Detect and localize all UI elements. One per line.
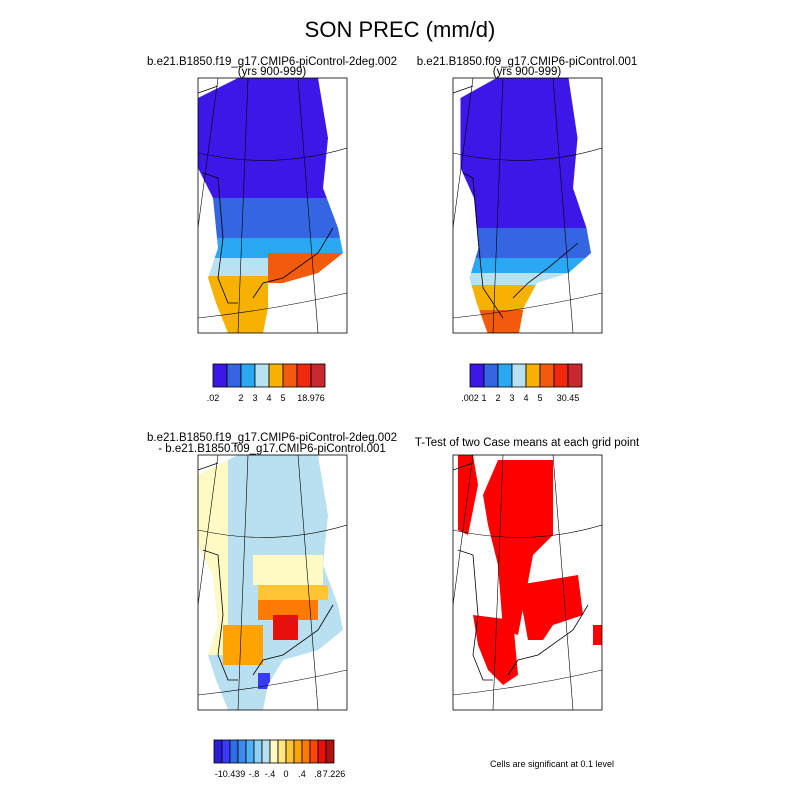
map-panel: [452, 454, 603, 711]
colorbar-box: [229, 739, 239, 764]
colorbar-label: 0: [283, 769, 288, 779]
panel-title: T-Test of two Case means at each grid po…: [415, 437, 640, 449]
colorbar-box: [237, 739, 247, 764]
panel-subtitle: (yrs 900-999): [493, 66, 562, 78]
colorbar-label: .02: [207, 393, 220, 403]
colorbar-label: 18.976: [297, 393, 325, 403]
colorbar-box: [269, 739, 279, 764]
colorbar-box: [539, 363, 555, 388]
colorbar-box: [317, 739, 327, 764]
colorbar-box: [325, 739, 335, 764]
colorbar-label: .8: [314, 769, 322, 779]
figure-title: SON PREC (mm/d): [305, 17, 496, 42]
colorbar-label: 30.45: [557, 393, 580, 403]
colorbar-label: 4: [266, 393, 271, 403]
map-panel: [197, 77, 348, 334]
colorbar-box: [567, 363, 583, 388]
colorbar-label: .002: [461, 393, 479, 403]
colorbar-box: [221, 739, 231, 764]
colorbar-label: 1: [481, 393, 486, 403]
colorbar-box: [525, 363, 541, 388]
panel-note: Cells are significant at 0.1 level: [490, 759, 614, 769]
panel-title: b.e21.B1850.f19_g17.CMIP6-piControl-2deg…: [147, 432, 397, 444]
colorbar-label: 4: [523, 393, 528, 403]
panel-title: b.e21.B1850.f09_g17.CMIP6-piControl.001: [417, 56, 638, 68]
colorbar-label: -.8: [249, 769, 260, 779]
colorbar-box: [213, 739, 223, 764]
colorbar-box: [309, 739, 319, 764]
colorbar-box: [277, 739, 287, 764]
colorbar-label: 5: [537, 393, 542, 403]
colorbar-label: 5: [280, 393, 285, 403]
colorbar-box: [245, 739, 255, 764]
colorbar-box: [240, 363, 256, 388]
colorbar-box: [268, 363, 284, 388]
colorbar-label: .4: [298, 769, 306, 779]
colorbar-box: [553, 363, 569, 388]
colorbar-box: [301, 739, 311, 764]
colorbar-box: [296, 363, 312, 388]
colorbar-label: 7.226: [323, 769, 346, 779]
colorbar-label: 2: [238, 393, 243, 403]
colorbar-box: [282, 363, 298, 388]
panel-subtitle: (yrs 900-999): [238, 66, 307, 78]
colorbar-label: 3: [252, 393, 257, 403]
colorbar-box: [293, 739, 303, 764]
colorbar-label: 3: [509, 393, 514, 403]
colorbar-box: [497, 363, 513, 388]
colorbar-box: [212, 363, 228, 388]
colorbar-label: 2: [495, 393, 500, 403]
map-panel: [197, 454, 348, 711]
colorbar-box: [261, 739, 271, 764]
panel-subtitle: - b.e21.B1850.f09_g17.CMIP6-piControl.00…: [158, 443, 386, 455]
colorbar-label: -.4: [265, 769, 276, 779]
colorbar-box: [253, 739, 263, 764]
colorbar-box: [469, 363, 485, 388]
colorbar-box: [226, 363, 242, 388]
colorbar-box: [285, 739, 295, 764]
colorbar-box: [511, 363, 527, 388]
colorbar-label: -10.439: [215, 769, 246, 779]
colorbar-box: [310, 363, 326, 388]
colorbar-box: [483, 363, 499, 388]
map-panel: [452, 77, 603, 334]
panel-title: b.e21.B1850.f19_g17.CMIP6-piControl-2deg…: [147, 56, 397, 68]
colorbar-box: [254, 363, 270, 388]
